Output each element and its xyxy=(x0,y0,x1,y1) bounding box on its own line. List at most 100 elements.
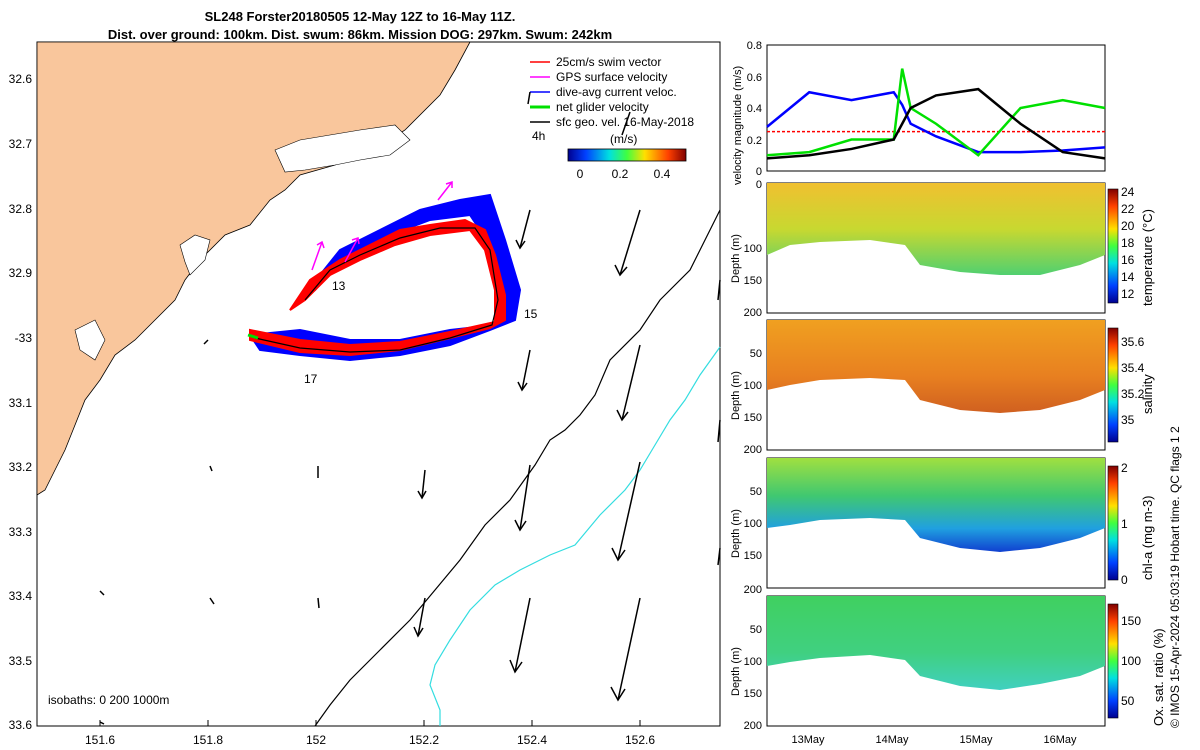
colorbar-unit: (m/s) xyxy=(610,132,637,146)
depth-label: Depth (m) xyxy=(730,234,742,283)
depth-tick: 100 xyxy=(744,656,762,668)
cbar-tick: 18 xyxy=(1121,236,1135,250)
lat-tick: 32.7 xyxy=(9,137,33,151)
depth-tick: 100 xyxy=(744,380,762,392)
cbar-label: temperature (°C) xyxy=(1140,209,1155,306)
legend-gps: GPS surface velocity xyxy=(556,70,667,84)
cbar-tick: 35.2 xyxy=(1121,387,1145,401)
footer-credit: © IMOS 15-Apr-2024 05:03:19 Hobart time.… xyxy=(1168,426,1182,728)
day-label: 15 xyxy=(524,307,538,321)
velocity-panel xyxy=(766,44,1106,172)
cbar-tick: 14 xyxy=(1121,270,1135,284)
legend-diveavg: dive-avg current veloc. xyxy=(556,85,677,99)
day-label: 13 xyxy=(332,279,346,293)
depth-tick: 50 xyxy=(750,486,762,498)
depth-tick: 150 xyxy=(744,412,762,424)
lat-tick: 32.9 xyxy=(9,266,33,280)
isobath-200 xyxy=(314,209,721,727)
lon-tick: 151.6 xyxy=(85,733,115,747)
lat-tick: 32.8 xyxy=(9,202,33,216)
estuary xyxy=(274,124,411,173)
velocity-series-line xyxy=(766,90,1106,154)
depth-label: Depth (m) xyxy=(730,371,742,420)
lat-tick: 33.4 xyxy=(9,589,33,603)
date-tick: 15May xyxy=(959,734,993,746)
depth-tick: 50 xyxy=(750,624,762,636)
cbar-tick: 35.4 xyxy=(1121,361,1145,375)
lon-tick: 152 xyxy=(306,733,326,747)
map-panel xyxy=(36,41,721,727)
depth-tick: 200 xyxy=(744,720,762,732)
depth-tick: 200 xyxy=(744,444,762,456)
estuary-3 xyxy=(74,319,106,361)
legend-scale: 4h xyxy=(532,129,545,143)
date-tick: 14May xyxy=(875,734,909,746)
depth-tick: 100 xyxy=(744,243,762,255)
depth-tick: 50 xyxy=(750,348,762,360)
cbar-label: chl-a (mg m-3) xyxy=(1140,495,1155,580)
depth-tick: 150 xyxy=(744,688,762,700)
cbar-tick: 2 xyxy=(1121,461,1128,475)
section-chla xyxy=(766,457,1119,589)
gps-velocity-arrows xyxy=(311,180,453,271)
figure-title: SL248 Forster20180505 12-May 12Z to 16-M… xyxy=(204,9,516,24)
track-black xyxy=(254,227,499,353)
track-green xyxy=(247,333,259,340)
depth-tick: 150 xyxy=(744,550,762,562)
colorbar-tick: 0.2 xyxy=(612,167,629,181)
depth-tick: 200 xyxy=(744,584,762,596)
vel-ytick: 0.2 xyxy=(747,135,762,147)
map-ticks xyxy=(99,720,641,726)
depth-tick: 150 xyxy=(744,275,762,287)
velocity-series xyxy=(766,68,1106,160)
cbar-tick: 20 xyxy=(1121,219,1135,233)
date-tick: 13May xyxy=(791,734,825,746)
day-label: 17 xyxy=(304,372,318,386)
map-colorbar xyxy=(567,148,687,162)
lat-tick: 33.6 xyxy=(9,718,33,732)
lat-tick: 33.3 xyxy=(9,525,33,539)
cbar-tick: 16 xyxy=(1121,253,1135,267)
depth-tick: 200 xyxy=(744,307,762,319)
vel-ytick: 0.4 xyxy=(747,103,762,115)
isobath-1000 xyxy=(429,346,721,726)
cbar-tick: 100 xyxy=(1121,654,1141,668)
depth-tick: 0 xyxy=(756,179,762,191)
depth-label: Depth (m) xyxy=(730,647,742,696)
vel-ytick: 0.8 xyxy=(747,40,762,52)
lat-tick: 33.1 xyxy=(9,396,33,410)
lon-tick: 152.2 xyxy=(409,733,439,747)
geo-velocity-arrows xyxy=(99,209,721,725)
legend-geo: sfc geo. vel. 16-May-2018 xyxy=(556,115,694,129)
section-salinity xyxy=(766,319,1119,451)
cbar-tick: 35 xyxy=(1121,413,1135,427)
map-legend xyxy=(527,61,687,162)
colorbar-tick: 0.4 xyxy=(654,167,671,181)
depth-label: Depth (m) xyxy=(730,509,742,558)
isobath-label: isobaths: 0 200 1000m xyxy=(48,693,169,707)
vel-ytick: 0 xyxy=(756,166,762,178)
estuary-2 xyxy=(179,234,211,276)
lon-tick: 152.4 xyxy=(517,733,547,747)
cbar-tick: 24 xyxy=(1121,185,1135,199)
vel-ylabel: velocity magnitude (m/s) xyxy=(732,66,744,185)
cbar-tick: 1 xyxy=(1121,517,1128,531)
cbar-tick: 150 xyxy=(1121,614,1141,628)
lat-tick: 32.6 xyxy=(9,72,33,86)
cbar-label: Ox. sat. ratio (%) xyxy=(1151,628,1166,726)
legend-swim: 25cm/s swim vector xyxy=(556,55,661,69)
date-tick: 16May xyxy=(1043,734,1077,746)
cbar-tick: 12 xyxy=(1121,287,1135,301)
cbar-label: salinity xyxy=(1140,374,1155,414)
figure-subtitle: Dist. over ground: 100km. Dist. swum: 86… xyxy=(107,27,613,42)
section-oxygen xyxy=(766,595,1119,727)
lat-tick: 33.5 xyxy=(9,654,33,668)
cbar-tick: 0 xyxy=(1121,573,1128,587)
colorbar-tick: 0 xyxy=(577,167,584,181)
velocity-series-line xyxy=(766,87,1106,160)
section-temperature xyxy=(766,182,1119,314)
cbar-tick: 35.6 xyxy=(1121,335,1145,349)
lat-tick: 33.2 xyxy=(9,460,33,474)
lon-tick: 151.8 xyxy=(193,733,223,747)
